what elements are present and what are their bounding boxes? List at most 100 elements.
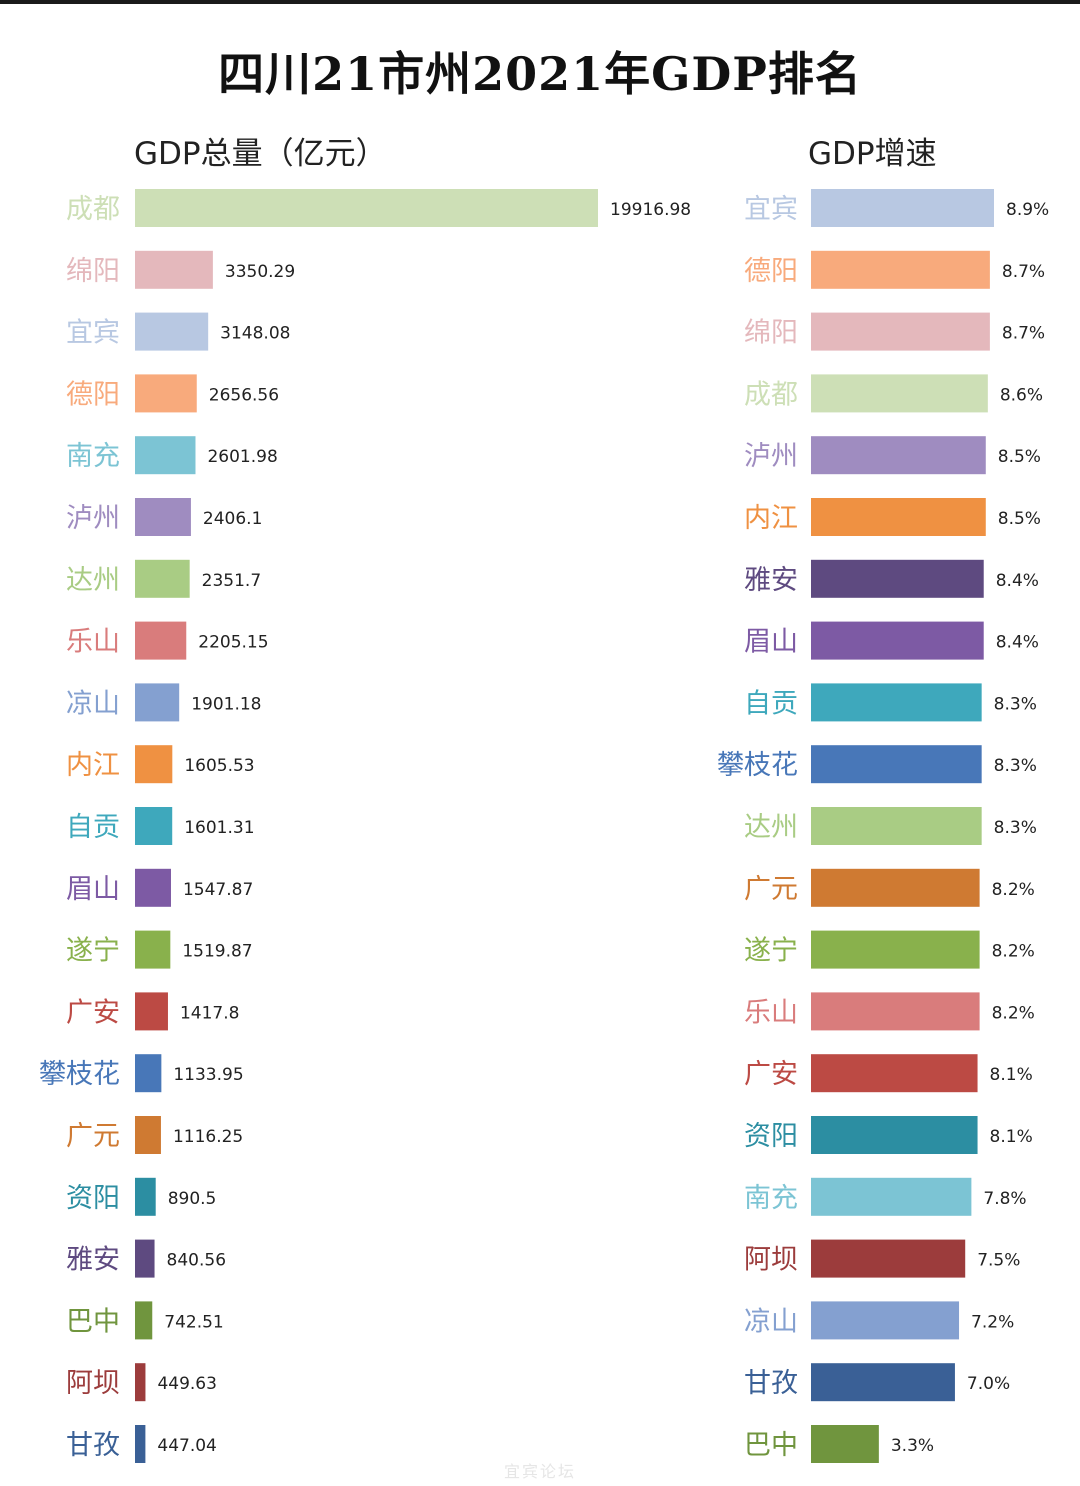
value-label: 1601.31 <box>184 818 254 838</box>
category-label: 眉山 <box>66 874 120 905</box>
category-label: 甘孜 <box>66 1430 120 1461</box>
bar <box>811 1054 978 1093</box>
value-label: 8.3% <box>994 756 1037 776</box>
value-label: 2351.7 <box>202 571 261 591</box>
value-label: 8.6% <box>1000 385 1043 405</box>
bar <box>135 1177 156 1216</box>
category-label: 自贡 <box>744 688 798 719</box>
value-label: 8.2% <box>992 1003 1035 1023</box>
bar <box>135 498 191 536</box>
bar <box>811 992 980 1031</box>
category-label: 甘孜 <box>744 1368 798 1399</box>
value-label: 8.2% <box>992 880 1035 900</box>
value-label: 1901.18 <box>191 694 261 714</box>
bar <box>135 1116 161 1154</box>
bar <box>135 374 197 413</box>
bar <box>811 745 982 784</box>
category-label: 达州 <box>66 565 120 596</box>
value-label: 742.51 <box>164 1312 223 1332</box>
category-label: 成都 <box>66 194 120 225</box>
category-label: 南充 <box>744 1183 798 1214</box>
bar <box>135 930 171 969</box>
bar <box>135 621 187 660</box>
bar <box>811 1177 972 1216</box>
value-label: 8.7% <box>1002 324 1045 344</box>
category-label: 巴中 <box>66 1306 120 1337</box>
bar <box>811 559 984 598</box>
category-label: 阿坝 <box>744 1245 798 1276</box>
value-label: 8.3% <box>994 818 1037 838</box>
category-label: 宜宾 <box>744 194 798 225</box>
value-label: 8.5% <box>998 509 1041 529</box>
category-label: 绵阳 <box>66 256 120 287</box>
category-label: 绵阳 <box>744 318 798 349</box>
bar <box>811 868 980 907</box>
bar <box>811 807 982 845</box>
gdp-growth-header: GDP增速 <box>808 136 937 172</box>
value-label: 1417.8 <box>180 1003 239 1023</box>
category-label: 成都 <box>744 379 798 410</box>
bar <box>135 559 190 598</box>
bar <box>135 1054 162 1093</box>
bar <box>811 683 982 722</box>
category-label: 巴中 <box>744 1430 798 1461</box>
gdp-total-header: GDP总量（亿元） <box>134 136 387 172</box>
value-label: 1116.25 <box>173 1127 243 1147</box>
category-label: 宜宾 <box>66 318 120 349</box>
value-label: 2406.1 <box>203 509 262 529</box>
category-label: 德阳 <box>744 256 798 287</box>
value-label: 8.4% <box>996 633 1039 653</box>
category-label: 雅安 <box>744 565 798 596</box>
category-label: 资阳 <box>66 1183 120 1214</box>
value-label: 447.04 <box>157 1436 216 1456</box>
value-label: 1605.53 <box>184 756 254 776</box>
category-label: 广元 <box>66 1121 120 1152</box>
category-label: 广元 <box>744 874 798 905</box>
bar <box>811 374 988 413</box>
value-label: 3.3% <box>891 1436 934 1456</box>
value-label: 2601.98 <box>207 447 277 467</box>
value-label: 19916.98 <box>610 200 691 220</box>
value-label: 890.5 <box>168 1189 217 1209</box>
value-label: 2656.56 <box>209 385 279 405</box>
bar <box>811 1116 978 1154</box>
category-label: 南充 <box>66 441 120 472</box>
gdp-growth-bars: 宜宾 8.9% 德阳 8.7% 绵阳 8.7% 成都 8.6% 泸州 8.5% 内江 8.5% 雅安 8.… <box>717 189 1049 1463</box>
bar <box>135 1239 155 1278</box>
value-label: 449.63 <box>157 1374 216 1394</box>
value-label: 8.3% <box>994 694 1037 714</box>
category-label: 凉山 <box>744 1306 798 1337</box>
category-label: 雅安 <box>66 1245 120 1276</box>
bar <box>811 621 984 660</box>
value-label: 1133.95 <box>173 1065 243 1085</box>
bar <box>811 1239 966 1278</box>
category-label: 达州 <box>744 812 798 843</box>
category-label: 泸州 <box>66 503 120 534</box>
chart-title: 四川21市州2021年GDP排名 <box>218 47 862 101</box>
category-label: 凉山 <box>66 688 120 719</box>
category-label: 乐山 <box>66 627 120 658</box>
category-label: 遂宁 <box>744 936 798 967</box>
bar <box>135 1425 146 1463</box>
bar <box>811 250 990 289</box>
bar <box>135 250 213 289</box>
top-border <box>0 0 1080 4</box>
value-label: 8.9% <box>1006 200 1049 220</box>
bar <box>811 189 994 227</box>
bar <box>811 930 980 969</box>
category-label: 乐山 <box>744 997 798 1028</box>
category-label: 内江 <box>744 503 798 534</box>
watermark: 宜宾论坛 <box>503 1462 576 1481</box>
bar <box>811 436 986 475</box>
gdp-total-bars: 成都 19916.98 绵阳 3350.29 宜宾 3148.08 德阳 2656.56 南充 2… <box>39 189 691 1463</box>
category-label: 德阳 <box>66 379 120 410</box>
bar <box>135 312 209 351</box>
category-label: 资阳 <box>744 1121 798 1152</box>
category-label: 广安 <box>744 1059 798 1090</box>
bar <box>135 436 196 475</box>
category-label: 广安 <box>66 997 120 1028</box>
bar <box>135 992 168 1031</box>
value-label: 8.5% <box>998 447 1041 467</box>
category-label: 泸州 <box>744 441 798 472</box>
